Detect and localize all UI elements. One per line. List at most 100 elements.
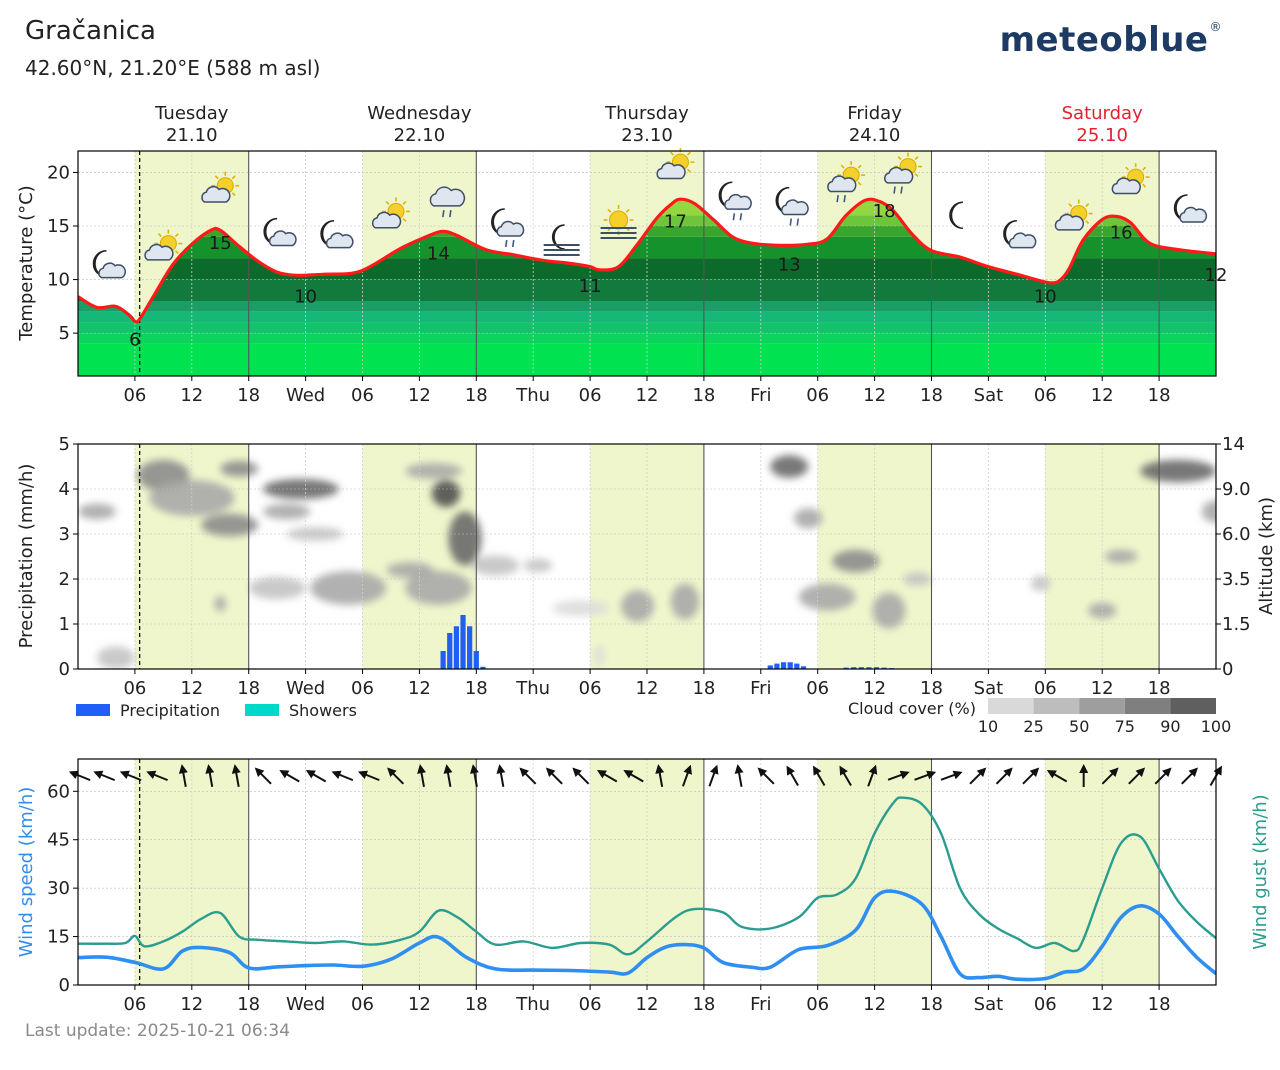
x-tick-label: 12 (408, 385, 431, 406)
cloud-cover-legend-swatch (1033, 698, 1080, 714)
cloud-cover-legend-swatch (1170, 698, 1216, 714)
x-tick-label: 18 (692, 678, 715, 699)
temperature-value-label: 10 (1034, 287, 1057, 308)
x-tick-label: 06 (351, 678, 374, 699)
sun-cloud-icon (1054, 199, 1093, 231)
temperature-axis: 5 10 15 20 06 12 18 Wed 06 12 18 Thu 06 12 18 Fri 06 12 18… (47, 162, 1170, 406)
wind-speed-line (78, 889, 1216, 982)
rain-drop (843, 195, 846, 203)
day-name: Friday (847, 103, 902, 124)
y-tick-label: 0 (59, 659, 70, 680)
sun-ray (1085, 220, 1090, 225)
x-tick-label: 12 (636, 994, 659, 1015)
x-tick-label: 18 (920, 385, 943, 406)
x-tick-label: 18 (237, 994, 260, 1015)
cloud-cover-legend-swatch (1124, 698, 1171, 714)
cloud-shape (656, 162, 686, 180)
y-tick-label: 60 (47, 781, 70, 802)
precipitation-bar (780, 662, 787, 669)
y2-tick-label: 14 (1222, 434, 1245, 455)
x-tick-label: 06 (806, 994, 829, 1015)
cloud-blob (262, 478, 339, 500)
cloud-blob (310, 571, 387, 605)
x-tick-label: Thu (515, 385, 550, 406)
cloud-blob (201, 513, 259, 537)
cloud-blob (405, 463, 463, 479)
sun-ray (914, 173, 919, 178)
location-coordinates: 42.60°N, 21.20°E (588 m asl) (25, 56, 321, 80)
temperature-value-label: 18 (873, 201, 896, 222)
sun-ray (857, 164, 862, 169)
moon-cloud-icon (1003, 219, 1037, 249)
cloud-shape (1111, 177, 1141, 195)
cloud-shape (429, 186, 466, 207)
cloud-cover-legend-label: 25 (1023, 717, 1043, 736)
sun-ray (157, 233, 162, 238)
wind-arrow-head (357, 770, 369, 780)
cloud-blob (1031, 575, 1051, 592)
wind-arrow (545, 767, 563, 785)
cloud-shape (724, 193, 752, 210)
moon-cloud-icon (1173, 194, 1208, 223)
moon-rain-icon (718, 181, 752, 221)
cloud-blob (620, 590, 655, 622)
brand-logo[interactable]: meteoblue® (1000, 20, 1222, 60)
cloud-shape (98, 262, 126, 279)
sun-fog-icon (600, 205, 637, 239)
wind-arrow (681, 764, 692, 787)
wind-arrow (93, 770, 116, 782)
brand-name: meteoblue (999, 20, 1209, 60)
wind-arrow-head (1046, 770, 1057, 779)
rain-drop (789, 218, 793, 226)
cloud-blob (248, 576, 306, 600)
cloud-blob (405, 571, 472, 605)
fog-icon (543, 224, 580, 256)
wind-arrow (331, 770, 354, 782)
x-tick-label: Fri (750, 385, 771, 406)
x-tick-label: Wed (286, 678, 325, 699)
rain-drop (511, 239, 515, 248)
showers-legend-swatch (245, 704, 279, 716)
wind-grid (78, 759, 1216, 985)
y-tick-label: 1 (59, 614, 70, 635)
x-tick-label: 06 (123, 385, 146, 406)
x-tick-label: 12 (408, 678, 431, 699)
wind-arrow-head (596, 770, 607, 779)
cloud-cover-legend-title: Cloud cover (%) (848, 699, 976, 718)
precipitation-bar (460, 615, 466, 669)
sun-ray (607, 208, 612, 213)
moon-cloud-icon (320, 219, 354, 249)
wind-arrow-head (623, 770, 634, 779)
x-tick-label: 06 (579, 678, 602, 699)
cloud-shape (144, 243, 174, 261)
last-update-label: Last update: 2025-10-21 06:34 (25, 1021, 291, 1041)
day-name: Tuesday (154, 103, 229, 124)
cloud-cover-legend-label: 50 (1069, 717, 1089, 736)
temperature-frame (77, 150, 1217, 377)
x-tick-label: Fri (750, 678, 771, 699)
day-date: 22.10 (394, 125, 446, 146)
temperature-band (78, 311, 1216, 323)
sun-disc (609, 210, 629, 230)
x-tick-label: 12 (180, 385, 203, 406)
wind-arrow (887, 770, 910, 781)
precipitation-bar (473, 651, 479, 669)
x-tick-label: 06 (1034, 385, 1057, 406)
registered-mark: ® (1209, 20, 1222, 34)
moon-rain-icon (491, 208, 525, 248)
precipitation-bar (843, 667, 849, 669)
wind-arrow (655, 764, 665, 788)
wind-arrow (357, 770, 380, 782)
wind-panel: 0 15 30 45 60 06 12 18 Wed 06 12 18 Thu 06 12 18 Fri 06 12… (16, 758, 1271, 1015)
x-tick-label: 06 (351, 385, 374, 406)
cloud-blob (214, 595, 226, 612)
precipitation-legend: Precipitation Showers Cloud cover (%) 10… (76, 698, 1231, 736)
y-tick-label: 5 (59, 323, 70, 344)
temperature-value-label: 17 (664, 212, 687, 233)
cloud-shape (884, 166, 914, 184)
sun-cloud-icon (1111, 163, 1150, 195)
day-date: 21.10 (166, 125, 218, 146)
cloud-shape (1054, 213, 1085, 231)
moon-cloud-icon (92, 249, 126, 279)
x-tick-label: 06 (806, 385, 829, 406)
